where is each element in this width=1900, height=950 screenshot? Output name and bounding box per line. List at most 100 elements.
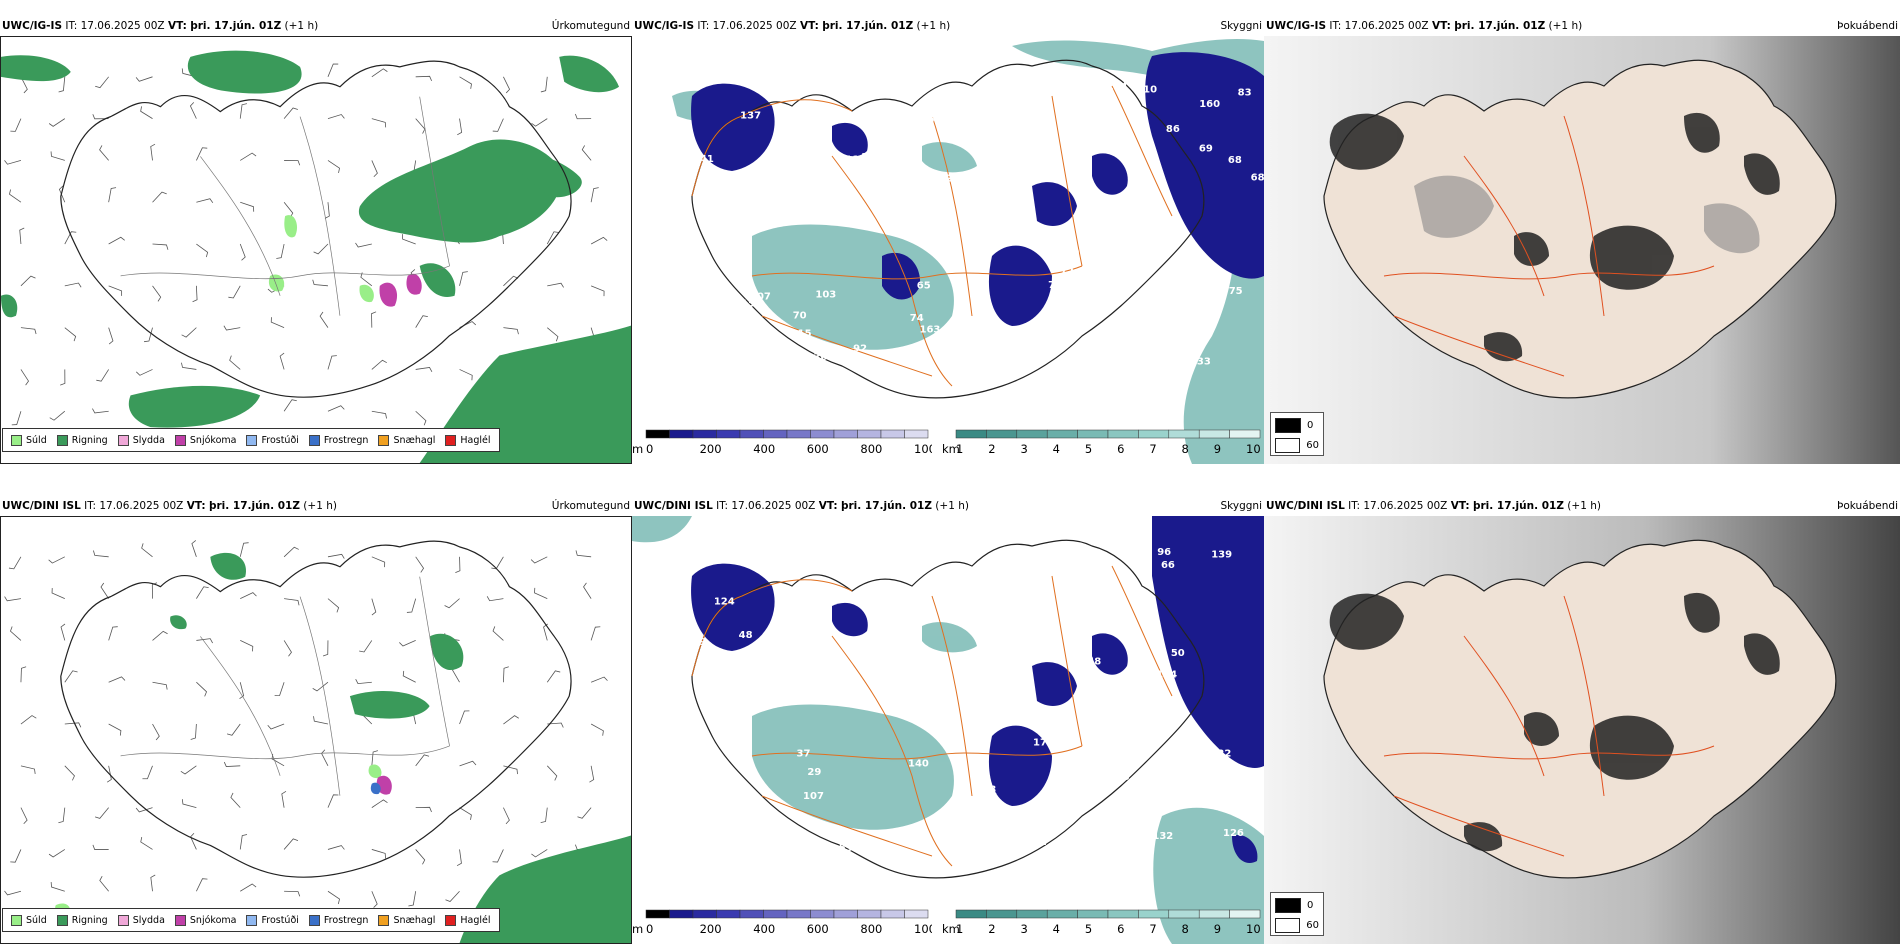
colorbar-segment bbox=[1107, 909, 1139, 919]
wind-barb bbox=[415, 367, 433, 373]
ceiling-visibility-map[interactable]: 3221311268313384771579510410466595855111… bbox=[632, 516, 1264, 944]
wind-barb bbox=[239, 682, 245, 699]
valid-time-label: VT: bbox=[167, 20, 187, 32]
ceiling-value-label: 48 bbox=[739, 630, 753, 641]
colorbar-segment bbox=[739, 909, 764, 919]
legend-label: Súld bbox=[26, 434, 47, 446]
wind-barb bbox=[64, 282, 82, 288]
ceiling-value-label: 289 bbox=[1068, 859, 1089, 870]
wind-barb bbox=[106, 765, 112, 783]
wind-barb bbox=[531, 849, 548, 858]
wind-barb bbox=[327, 63, 339, 77]
ceiling-value-label: 147 bbox=[1065, 614, 1086, 625]
wind-barb bbox=[546, 670, 561, 683]
colorbar-tick-label: 5 bbox=[1085, 442, 1092, 456]
fog-indicator-map[interactable] bbox=[1264, 36, 1900, 464]
valid-time: þri. 17.jún. 01Z bbox=[208, 500, 300, 512]
colorbar-tick-label: 400 bbox=[753, 442, 775, 456]
wind-barb bbox=[270, 317, 285, 329]
ceiling-value-label: 108 bbox=[911, 648, 932, 659]
colorbar-segment bbox=[1046, 429, 1078, 439]
valid-time-label: VT: bbox=[1450, 500, 1470, 512]
ceiling-visibility-panel-top: UWC/IG-IS IT: 17.06.2025 00Z VT: þri. 17… bbox=[632, 14, 1264, 464]
wind-barb bbox=[152, 285, 162, 302]
wind-barb bbox=[575, 550, 592, 558]
ceiling-value-label: 55 bbox=[928, 114, 942, 125]
ceiling-colorbar: m0 200 400 600 800 1000 bbox=[632, 428, 943, 458]
colorbar-segment bbox=[810, 429, 835, 439]
wind-barb bbox=[327, 794, 339, 808]
ceiling-value-label: 66 bbox=[1116, 772, 1130, 783]
legend-item: Slydda bbox=[117, 434, 165, 446]
ceiling-value-label: 106 bbox=[822, 830, 843, 841]
model-name: UWC/IG-IS bbox=[634, 20, 695, 32]
colorbar-segment bbox=[645, 429, 670, 439]
wind-barb bbox=[140, 837, 153, 850]
wind-barb bbox=[271, 753, 285, 767]
wind-barb bbox=[10, 849, 22, 863]
wind-barb bbox=[590, 236, 608, 245]
wind-barb bbox=[503, 327, 519, 335]
wind-barb bbox=[9, 189, 22, 203]
visibility-colorbar: km 1 2 3 4 5 6 7 8 9 10 bbox=[942, 908, 1264, 938]
colorbar-segment bbox=[1168, 909, 1200, 919]
legend-swatch bbox=[445, 914, 457, 926]
legend-label: Rigning bbox=[71, 434, 108, 446]
wind-barb bbox=[58, 185, 66, 203]
colorbar-tick-label: 2 bbox=[988, 922, 995, 936]
ceiling-value-label: 58 bbox=[1013, 65, 1027, 76]
fog-indicator-map[interactable] bbox=[1264, 516, 1900, 944]
colorbar-tick-label: 6 bbox=[1117, 442, 1124, 456]
legend-label: Frostregn bbox=[323, 914, 369, 926]
legend-swatch bbox=[117, 914, 129, 926]
ceiling-value-label: 110 bbox=[1136, 85, 1157, 96]
ceiling-value-label: 133 bbox=[975, 785, 996, 796]
ceiling-visibility-map[interactable]: 3331161609928140107781071118315553965137… bbox=[632, 36, 1264, 464]
legend-label: Haglél bbox=[460, 434, 491, 446]
ceiling-value-label: 70 bbox=[714, 363, 728, 374]
ceiling-value-label: 78 bbox=[1229, 764, 1243, 775]
wind-barb bbox=[239, 834, 248, 850]
colorbar-tick-label: 1 bbox=[956, 442, 963, 456]
wind-barb bbox=[540, 76, 548, 93]
wind-barb bbox=[324, 202, 330, 219]
fog-indicator-panel-bottom: UWC/DINI ISL IT: 17.06.2025 00Z VT: þri.… bbox=[1264, 494, 1900, 944]
wind-barb bbox=[322, 640, 329, 657]
ceiling-value-label: 75 bbox=[1229, 286, 1243, 297]
ceiling-value-label: 33 bbox=[758, 379, 772, 390]
wind-barb bbox=[577, 807, 592, 819]
issue-time: IT: 17.06.2025 00Z bbox=[65, 20, 165, 32]
ceiling-value-label: 76 bbox=[1183, 320, 1197, 331]
panel-header: UWC/IG-IS IT: 17.06.2025 00Z VT: þri. 17… bbox=[2, 16, 630, 36]
wind-barb bbox=[181, 327, 197, 338]
wind-barb bbox=[279, 352, 285, 370]
wind-barb bbox=[180, 765, 197, 775]
wind-barb bbox=[459, 710, 470, 725]
ceiling-value-label: 137 bbox=[740, 110, 761, 121]
ceiling-value-label: 107 bbox=[803, 791, 824, 802]
wind-barb bbox=[457, 118, 463, 136]
panel-header: UWC/DINI ISL IT: 17.06.2025 00Z VT: þri.… bbox=[1266, 496, 1898, 516]
model-name: UWC/IG-IS bbox=[2, 20, 63, 32]
ceiling-value-label: 124 bbox=[1067, 558, 1088, 569]
precip-map[interactable] bbox=[0, 36, 632, 464]
wind-barb bbox=[239, 542, 249, 557]
ceiling-value-label: 166 bbox=[993, 191, 1014, 202]
ceiling-value-label: 53 bbox=[1080, 80, 1094, 91]
panel-title: Þokuábendi bbox=[1837, 20, 1898, 32]
wind-barb bbox=[444, 598, 460, 609]
wind-barb bbox=[492, 849, 504, 863]
colorbar-segment bbox=[904, 429, 929, 439]
colorbar-tick-label: 7 bbox=[1149, 922, 1156, 936]
wind-barb bbox=[283, 838, 299, 850]
ceiling-value-label: 51 bbox=[1045, 250, 1059, 261]
legend-item: Snæhagl bbox=[378, 914, 435, 926]
precip-map[interactable] bbox=[0, 516, 632, 944]
wind-barb bbox=[196, 681, 208, 697]
ceiling-value-label: 74 bbox=[910, 313, 924, 324]
wind-barb bbox=[327, 553, 345, 559]
legend-swatch bbox=[246, 434, 258, 446]
ceiling-value-label: 41 bbox=[1143, 767, 1157, 778]
colorbar-segment bbox=[1198, 429, 1230, 439]
valid-time: þri. 17.jún. 01Z bbox=[1472, 500, 1564, 512]
